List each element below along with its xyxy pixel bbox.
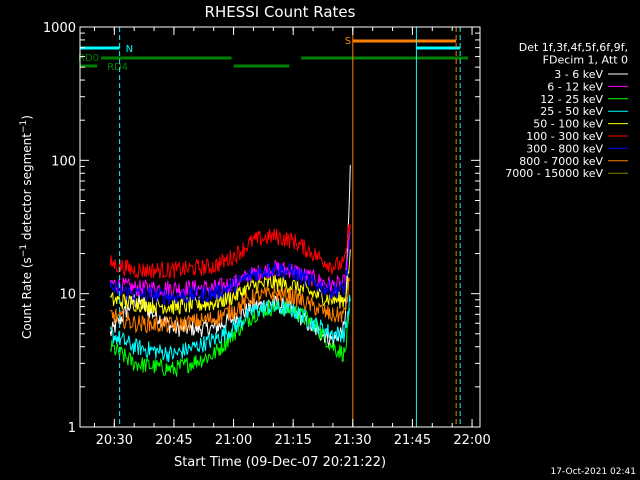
series-line: [109, 249, 351, 315]
flag-label: RD0: [78, 53, 99, 64]
legend-entry-label: 800 - 7000 keV: [519, 155, 603, 168]
x-tick-label: 20:30: [96, 433, 133, 448]
y-tick-label: 100: [51, 154, 76, 169]
x-tick-label: 22:00: [453, 433, 490, 448]
data-series: [109, 164, 351, 377]
footer-timestamp: 17-Oct-2021 02:41: [551, 467, 636, 477]
flag-label: S: [345, 36, 351, 47]
legend: Det 1f,3f,4f,5f,6f,9f,FDecim 1, Att 03 -…: [505, 41, 628, 180]
x-axis-label: Start Time (09-Dec-07 20:21:22): [174, 455, 386, 470]
x-tick-label: 21:30: [334, 433, 371, 448]
legend-header-line: FDecim 1, Att 0: [543, 54, 628, 67]
legend-header-line: Det 1f,3f,4f,5f,6f,9f,: [519, 41, 628, 54]
legend-entry-label: 100 - 300 keV: [526, 130, 603, 143]
y-tick-label: 1000: [43, 21, 76, 36]
series-line: [109, 224, 351, 280]
x-tick-label: 21:00: [215, 433, 252, 448]
chart-title: RHESSI Count Rates: [205, 3, 356, 21]
axes: 20:30 20:45 21:00 21:15 21:30 21:45 22:00 1 10 10…: [43, 21, 491, 448]
legend-entry-label: 7000 - 15000 keV: [505, 167, 603, 180]
legend-entry-label: 50 - 100 keV: [533, 118, 603, 131]
series-line: [109, 240, 351, 305]
legend-entry-label: 12 - 25 keV: [540, 93, 603, 106]
x-tick-label: 21:15: [274, 433, 311, 448]
series-line: [109, 294, 351, 363]
y-axis-label: Count Rate (s−1 detector segment−1): [19, 115, 34, 339]
flag-label: RD4: [107, 62, 128, 73]
legend-entry-label: 6 - 12 keV: [547, 80, 603, 93]
legend-entry-label: 3 - 6 keV: [554, 68, 603, 81]
legend-entry-label: 300 - 800 keV: [526, 142, 603, 155]
flag-label: N: [126, 44, 133, 55]
x-tick-label: 20:45: [155, 433, 192, 448]
series-line: [109, 299, 351, 377]
y-tick-label: 1: [68, 421, 76, 436]
legend-entry-label: 25 - 50 keV: [540, 105, 603, 118]
x-tick-label: 21:45: [394, 433, 431, 448]
plot-frame: [79, 26, 481, 428]
series-line: [109, 277, 351, 334]
series-line: [109, 231, 351, 298]
flag-bars: N S RD0 RD4: [78, 36, 469, 73]
y-tick-label: 10: [59, 288, 76, 303]
